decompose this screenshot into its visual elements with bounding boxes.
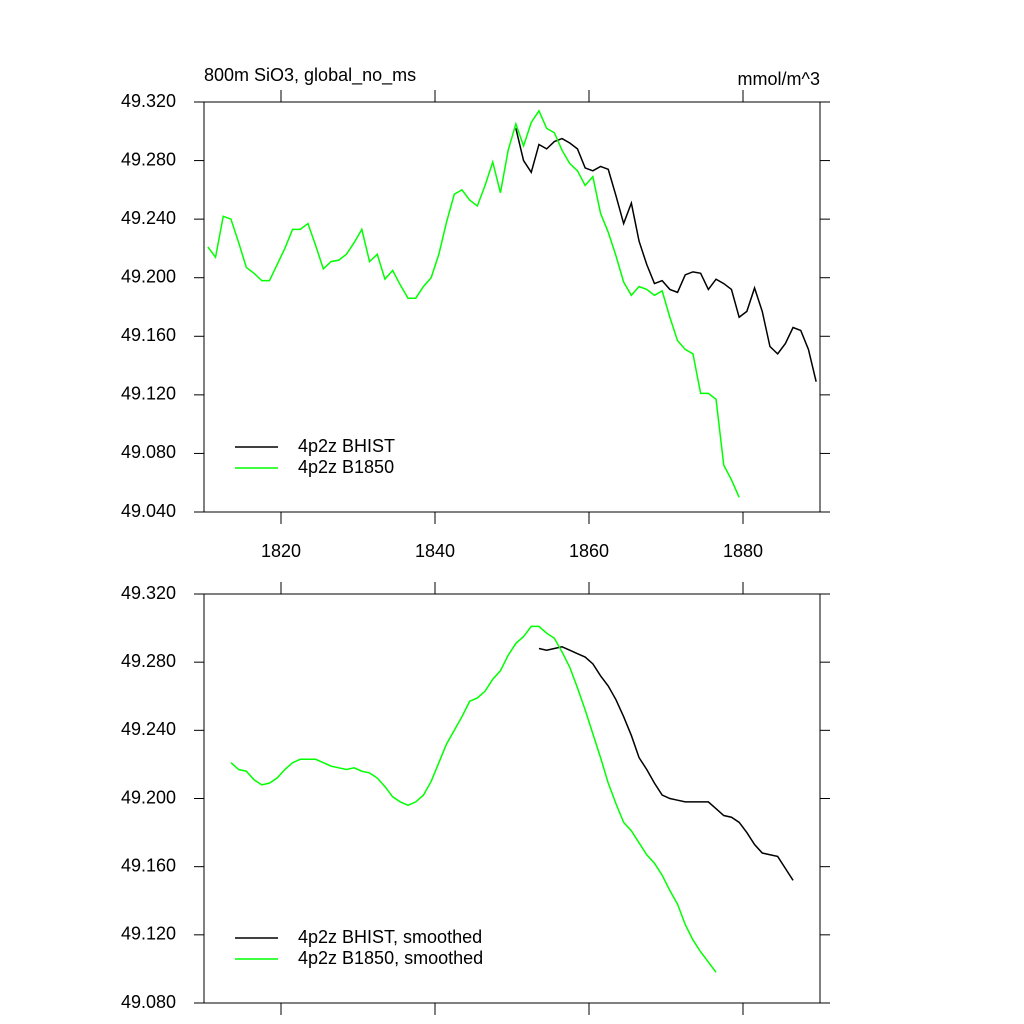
- y-tick-label: 49.320: [121, 91, 176, 111]
- x-tick-label: 1840: [415, 541, 455, 561]
- plot-frame: [203, 593, 821, 1004]
- y-tick-label: 49.240: [121, 719, 176, 739]
- y-tick-label: 49.160: [121, 855, 176, 875]
- data-line: [515, 128, 817, 382]
- x-tick-label: 1820: [261, 541, 301, 561]
- legend-label: 4p2z BHIST: [298, 436, 395, 456]
- plot-frame: [203, 101, 821, 513]
- data-line: [230, 625, 717, 973]
- y-tick-label: 49.080: [121, 992, 176, 1012]
- data-line: [207, 109, 740, 498]
- legend-label: 4p2z B1850, smoothed: [298, 948, 483, 968]
- data-line: [538, 646, 794, 881]
- chart-title: 800m SiO3, global_no_ms: [204, 65, 416, 86]
- y-tick-label: 49.240: [121, 208, 176, 228]
- x-tick-label: 1860: [569, 541, 609, 561]
- x-tick-label: 1880: [723, 541, 763, 561]
- y-tick-label: 49.200: [121, 266, 176, 286]
- y-tick-label: 49.320: [121, 583, 176, 603]
- y-tick-label: 49.120: [121, 384, 176, 404]
- legend-label: 4p2z B1850: [298, 457, 394, 477]
- units-label: mmol/m^3: [738, 69, 820, 89]
- y-tick-label: 49.280: [121, 149, 176, 169]
- y-tick-label: 49.120: [121, 924, 176, 944]
- y-tick-label: 49.160: [121, 325, 176, 345]
- y-tick-label: 49.080: [121, 442, 176, 462]
- legend-label: 4p2z BHIST, smoothed: [298, 927, 482, 947]
- y-tick-label: 49.040: [121, 501, 176, 521]
- y-tick-label: 49.280: [121, 651, 176, 671]
- y-tick-label: 49.200: [121, 787, 176, 807]
